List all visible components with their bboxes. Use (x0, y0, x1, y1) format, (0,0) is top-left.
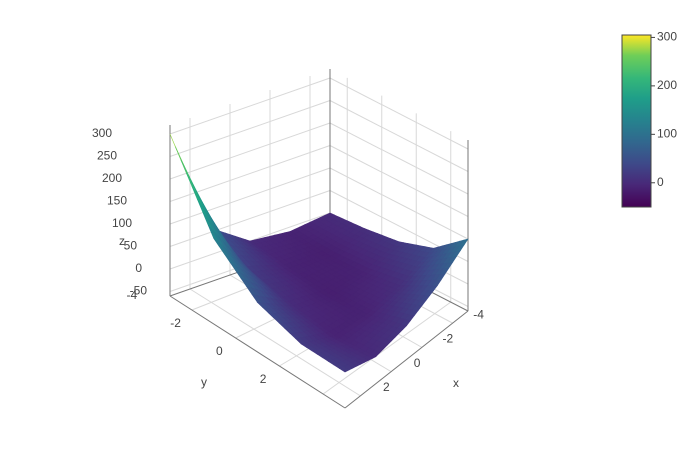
y-axis-title: y (201, 375, 207, 389)
colorbar-tick-label: 0 (657, 175, 664, 189)
colorbar-tick-label: 200 (657, 78, 677, 92)
z-tick-label: 0 (135, 261, 142, 275)
y-tick-label: -4 (127, 288, 138, 302)
colorbar (621, 34, 652, 208)
z-tick-label: 100 (112, 216, 132, 230)
z-tick-label: 250 (97, 149, 117, 163)
x-tick-label: 0 (414, 356, 421, 370)
y-grid-line (322, 301, 452, 395)
x-tick-label: -2 (443, 332, 454, 346)
z-grid-line (329, 100, 469, 172)
z-tick-label: -50 (130, 284, 148, 298)
z-grid-line (329, 77, 469, 150)
y-tick-label: 2 (260, 372, 267, 386)
z-axis-title: z (119, 234, 125, 248)
z-tick-label: 300 (92, 126, 112, 140)
z-grid-line (169, 167, 331, 225)
y-tick-label: 0 (216, 344, 223, 358)
z-grid-line (169, 100, 331, 157)
surface-patch (186, 173, 198, 195)
box-edge (344, 310, 469, 409)
surface-patch (338, 366, 350, 373)
box-edge (169, 295, 346, 409)
z-tick-label: 200 (102, 171, 122, 185)
z-tick-label: 50 (124, 239, 138, 253)
x-grid-line (189, 288, 361, 397)
x-tick-label: -4 (473, 307, 484, 321)
surface-patch (191, 186, 203, 207)
y-tick-label: -2 (170, 316, 181, 330)
colorbar-tick-label: 300 (657, 30, 677, 44)
z-grid-line (169, 122, 331, 180)
z-tick-label: 150 (107, 194, 127, 208)
z-grid-line (329, 122, 469, 195)
z-grid-line (329, 145, 469, 217)
z-grid-line (169, 145, 331, 202)
colorbar-tick-label: 100 (657, 126, 677, 140)
z-grid-line (329, 167, 469, 240)
z-grid-line (169, 77, 331, 135)
x-axis-title: x (453, 376, 459, 390)
z-grid-line (169, 190, 331, 247)
x-tick-label: 2 (383, 380, 390, 394)
